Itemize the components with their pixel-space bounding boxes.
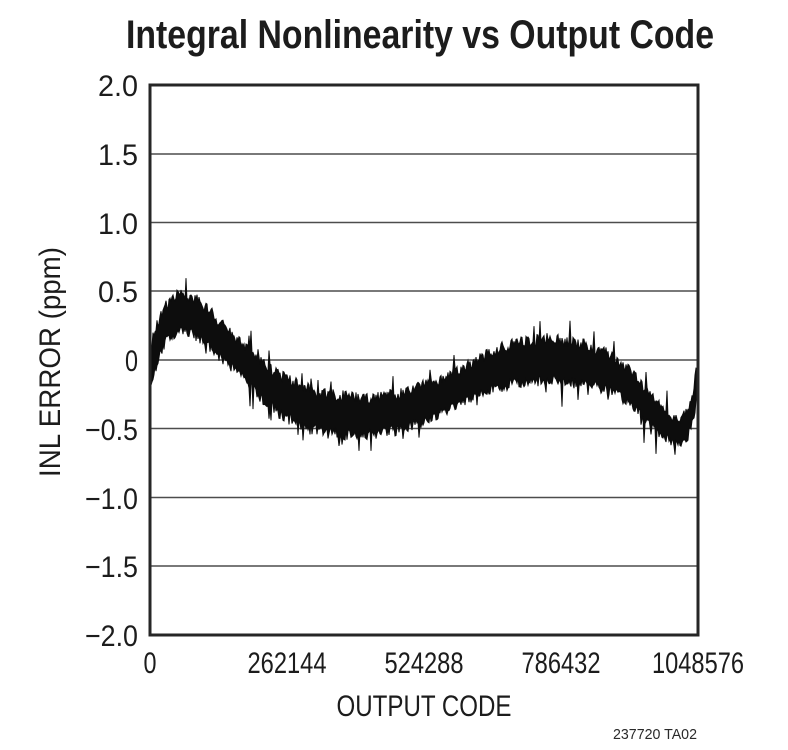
y-tick-label: 1.0 [98, 208, 138, 241]
y-tick-label: −1.0 [85, 483, 138, 516]
y-tick-label: −1.5 [85, 551, 138, 584]
y-tick-label: −0.5 [85, 414, 138, 447]
plot-frame [148, 83, 700, 637]
x-axis-label: OUTPUT CODE [337, 690, 512, 723]
y-tick-labels: 2.0 1.5 1.0 0.5 0 −0.5 −1.0 −1.5 −2.0 [85, 70, 138, 653]
y-tick-label: 0.5 [98, 276, 138, 309]
x-tick-label: 1048576 [652, 647, 744, 680]
y-tick-label: 0 [125, 345, 138, 378]
y-axis-label: INL ERROR (ppm) [34, 247, 67, 477]
x-tick-label: 262144 [248, 647, 327, 680]
figure-note: 237720 TA02 [613, 726, 697, 743]
y-tick-label: 2.0 [98, 70, 138, 103]
x-tick-label: 524288 [385, 647, 464, 680]
chart-title: Integral Nonlinearity vs Output Code [126, 13, 714, 57]
x-tick-label: 0 [144, 647, 157, 680]
x-tick-label: 786432 [522, 647, 601, 680]
y-tick-label: −2.0 [85, 620, 138, 653]
x-tick-labels: 0 262144 524288 786432 1048576 [144, 647, 745, 680]
y-tick-label: 1.5 [98, 139, 138, 172]
